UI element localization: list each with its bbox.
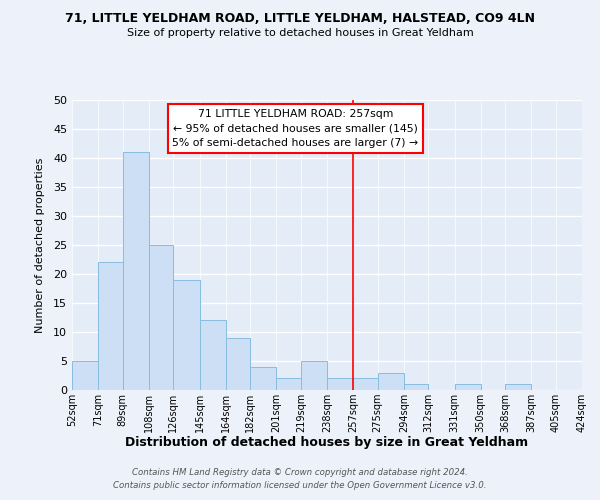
Bar — [199, 320, 226, 390]
Text: Distribution of detached houses by size in Great Yeldham: Distribution of detached houses by size … — [125, 436, 529, 449]
Bar — [301, 361, 327, 390]
Y-axis label: Number of detached properties: Number of detached properties — [35, 158, 44, 332]
Text: 71, LITTLE YELDHAM ROAD, LITTLE YELDHAM, HALSTEAD, CO9 4LN: 71, LITTLE YELDHAM ROAD, LITTLE YELDHAM,… — [65, 12, 535, 26]
Bar — [327, 378, 353, 390]
Bar — [276, 378, 301, 390]
Bar — [149, 245, 173, 390]
Bar — [505, 384, 531, 390]
Bar — [353, 378, 378, 390]
Text: Size of property relative to detached houses in Great Yeldham: Size of property relative to detached ho… — [127, 28, 473, 38]
Bar — [226, 338, 250, 390]
Bar — [72, 361, 98, 390]
Bar — [378, 372, 404, 390]
Bar — [250, 367, 276, 390]
Bar — [173, 280, 199, 390]
Bar — [123, 152, 149, 390]
Text: Contains public sector information licensed under the Open Government Licence v3: Contains public sector information licen… — [113, 482, 487, 490]
Text: 71 LITTLE YELDHAM ROAD: 257sqm
← 95% of detached houses are smaller (145)
5% of : 71 LITTLE YELDHAM ROAD: 257sqm ← 95% of … — [172, 108, 419, 148]
Bar — [582, 384, 600, 390]
Bar — [404, 384, 428, 390]
Bar — [98, 262, 123, 390]
Text: Contains HM Land Registry data © Crown copyright and database right 2024.: Contains HM Land Registry data © Crown c… — [132, 468, 468, 477]
Bar — [455, 384, 481, 390]
